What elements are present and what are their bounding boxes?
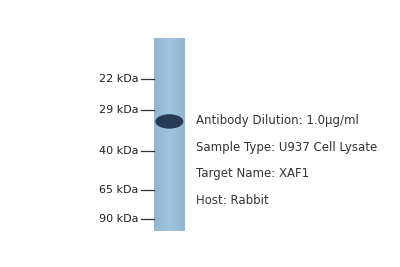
Bar	[162, 38, 163, 231]
Text: 22 kDa: 22 kDa	[99, 74, 138, 84]
Bar	[163, 38, 164, 231]
Text: 65 kDa: 65 kDa	[99, 185, 138, 195]
Bar	[157, 38, 158, 231]
Bar	[169, 38, 170, 231]
Bar	[179, 38, 180, 231]
Bar	[171, 38, 172, 231]
Bar	[161, 38, 162, 231]
Bar	[172, 38, 173, 231]
Bar	[170, 38, 171, 231]
Bar	[184, 38, 185, 231]
Bar	[165, 38, 166, 231]
Bar	[154, 38, 155, 231]
Bar	[184, 38, 185, 231]
Bar	[173, 38, 174, 231]
Bar	[181, 38, 182, 231]
Text: Antibody Dilution: 1.0µg/ml: Antibody Dilution: 1.0µg/ml	[196, 114, 358, 127]
Bar	[160, 38, 161, 231]
Bar	[170, 38, 171, 231]
Bar	[176, 38, 177, 231]
Bar	[166, 38, 167, 231]
Bar	[156, 38, 157, 231]
Bar	[181, 38, 182, 231]
Bar	[183, 38, 184, 231]
Bar	[155, 38, 156, 231]
Bar	[169, 38, 170, 231]
Bar	[167, 38, 168, 231]
Bar	[179, 38, 180, 231]
Ellipse shape	[156, 114, 183, 129]
Text: Host: Rabbit: Host: Rabbit	[196, 194, 268, 207]
Bar	[158, 38, 159, 231]
Bar	[180, 38, 181, 231]
Text: 40 kDa: 40 kDa	[99, 146, 138, 156]
Text: 29 kDa: 29 kDa	[99, 105, 138, 115]
Bar	[163, 38, 164, 231]
Bar	[182, 38, 183, 231]
Bar	[175, 38, 176, 231]
Bar	[172, 38, 173, 231]
Bar	[156, 38, 157, 231]
Bar	[178, 38, 179, 231]
Bar	[154, 38, 155, 231]
Bar	[158, 38, 159, 231]
Bar	[168, 38, 169, 231]
Bar	[168, 38, 169, 231]
Bar	[160, 38, 161, 231]
Bar	[159, 38, 160, 231]
Bar	[174, 38, 175, 231]
Text: Sample Type: U937 Cell Lysate: Sample Type: U937 Cell Lysate	[196, 141, 377, 154]
Text: 90 kDa: 90 kDa	[99, 214, 138, 224]
Bar	[183, 38, 184, 231]
Text: Target Name: XAF1: Target Name: XAF1	[196, 167, 309, 180]
Bar	[155, 38, 156, 231]
Bar	[167, 38, 168, 231]
Bar	[164, 38, 165, 231]
Bar	[165, 38, 166, 231]
Bar	[177, 38, 178, 231]
Bar	[176, 38, 178, 231]
Bar	[174, 38, 175, 231]
